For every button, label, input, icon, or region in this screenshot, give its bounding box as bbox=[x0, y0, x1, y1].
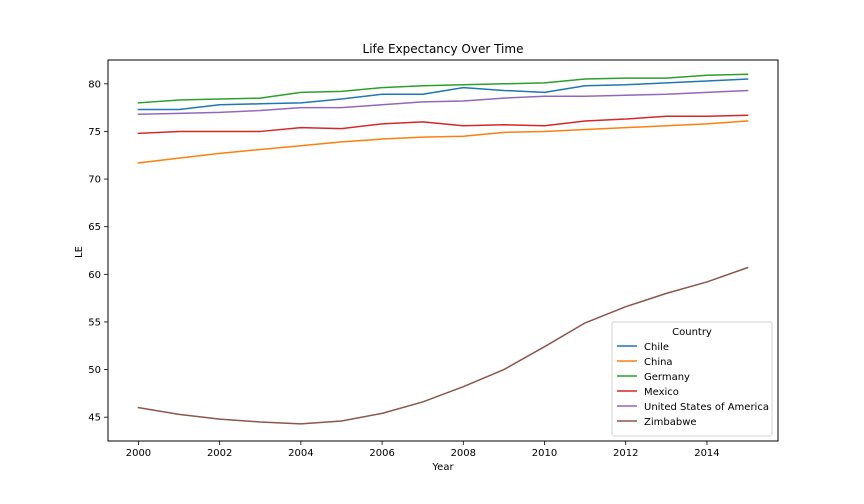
x-tick-label: 2006 bbox=[369, 448, 394, 459]
x-tick-label: 2014 bbox=[694, 448, 719, 459]
series-line-chile bbox=[137, 78, 749, 111]
x-tick-label: 2008 bbox=[451, 448, 476, 459]
series-line-united-states-of-america bbox=[137, 89, 749, 116]
y-tick-label: 45 bbox=[88, 413, 101, 424]
legend-label-zimbabwe: Zimbabwe bbox=[644, 417, 697, 428]
y-tick-label: 50 bbox=[88, 365, 101, 376]
x-tick-label: 2000 bbox=[126, 448, 151, 459]
plot-area: 2000 2002 2004 2006 2008 2010 2012 2014 45 50 55 60… bbox=[88, 59, 779, 459]
x-tick-label: 2004 bbox=[288, 448, 313, 459]
series-line-mexico bbox=[137, 114, 749, 135]
y-tick-label: 80 bbox=[88, 79, 101, 90]
plot-frame bbox=[107, 59, 779, 442]
y-tick-label: 60 bbox=[88, 270, 101, 281]
chart-title: Life Expectancy Over Time bbox=[363, 42, 524, 56]
y-tick-label: 70 bbox=[88, 175, 101, 186]
y-tick-label: 65 bbox=[88, 222, 101, 233]
legend-title: Country bbox=[672, 327, 712, 338]
legend-label-china: China bbox=[644, 357, 673, 368]
legend-box bbox=[611, 321, 773, 437]
series-line-zimbabwe bbox=[137, 266, 749, 425]
legend-label-chile: Chile bbox=[644, 342, 669, 353]
x-tick-label: 2012 bbox=[613, 448, 638, 459]
legend-label-united-states-of-america: United States of America bbox=[644, 402, 769, 413]
legend-label-mexico: Mexico bbox=[644, 387, 679, 398]
x-tick-label: 2002 bbox=[207, 448, 232, 459]
y-axis-title: LE bbox=[74, 246, 85, 258]
x-tick-label: 2010 bbox=[532, 448, 557, 459]
y-tick-label: 55 bbox=[88, 317, 101, 328]
legend-label-germany: Germany bbox=[644, 372, 690, 383]
series-line-germany bbox=[137, 73, 749, 104]
x-axis-title: Year bbox=[431, 462, 454, 473]
y-tick-label: 75 bbox=[88, 127, 101, 138]
series-line-china bbox=[137, 120, 749, 164]
